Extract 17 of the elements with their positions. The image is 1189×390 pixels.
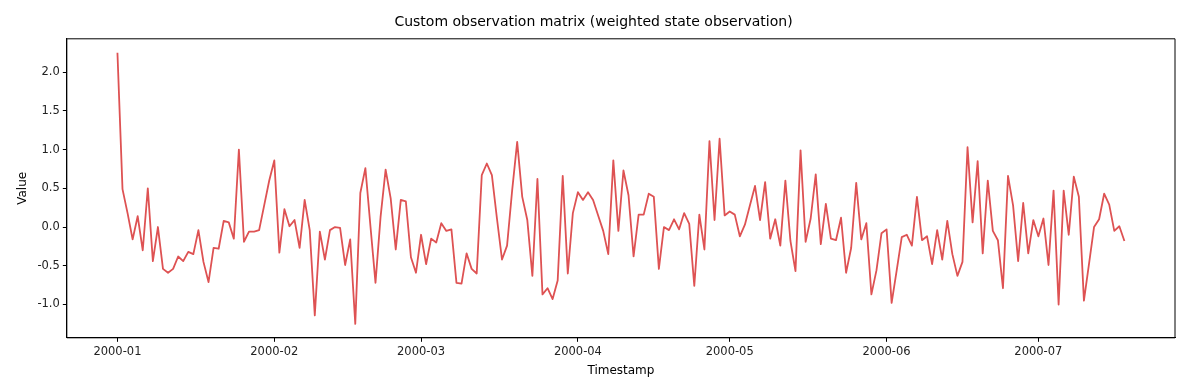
x-tick-label: 2000-05 xyxy=(705,343,754,358)
y-tick-label: 2.0 xyxy=(41,64,60,79)
y-tick-label: 1.0 xyxy=(41,141,60,156)
y-tick-label: -1.0 xyxy=(37,296,60,311)
y-tick-label: -0.5 xyxy=(37,257,60,272)
x-tick-label: 2000-07 xyxy=(1014,343,1063,358)
y-tick-label: 0.0 xyxy=(41,219,60,234)
x-tick-label: 2000-03 xyxy=(397,343,446,358)
x-tick-label: 2000-06 xyxy=(862,343,911,358)
x-tick-label: 2000-01 xyxy=(93,343,142,358)
y-tick-label: 0.5 xyxy=(41,180,60,195)
y-tick-label: 1.5 xyxy=(41,102,60,117)
x-tick-label: 2000-04 xyxy=(553,343,602,358)
x-tick-label: 2000-02 xyxy=(250,343,299,358)
y-axis-title: Value xyxy=(15,171,30,205)
chart-title: Custom observation matrix (weighted state observation) xyxy=(394,13,793,30)
x-axis-title: Timestamp xyxy=(586,362,655,377)
